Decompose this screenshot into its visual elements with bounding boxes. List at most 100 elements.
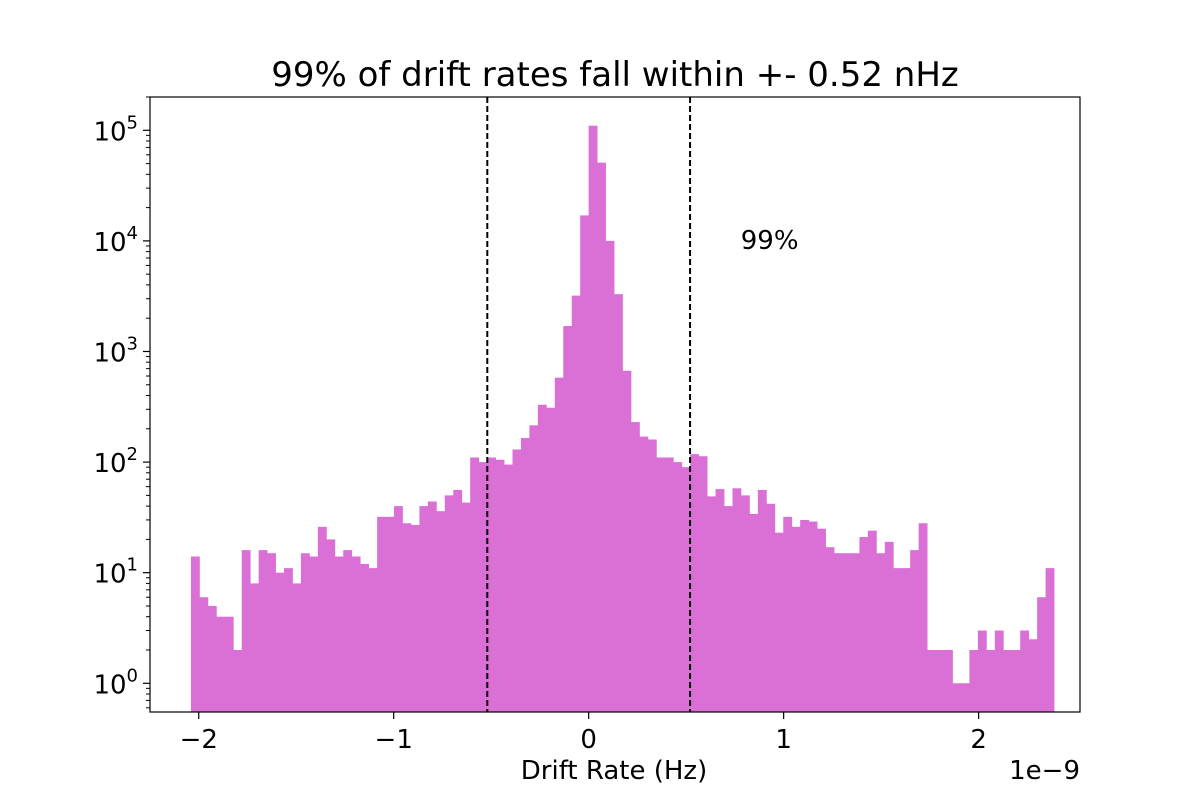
histogram-bar [1011, 649, 1021, 712]
histogram-bar [647, 439, 657, 712]
histogram-bar [867, 530, 877, 712]
histogram-bar [935, 649, 945, 712]
x-tick-label: 1 [775, 725, 792, 755]
histogram-bar [487, 457, 496, 712]
histogram-bar [317, 526, 327, 712]
histogram-bar [334, 556, 344, 712]
histogram-bar [436, 511, 446, 712]
histogram-bar [614, 294, 623, 712]
histogram-bar [664, 457, 674, 712]
histogram-bar [605, 240, 615, 713]
histogram-bar [461, 502, 471, 712]
x-tick-label: −2 [180, 725, 218, 755]
histogram-bar [216, 616, 226, 712]
histogram-bar [893, 568, 903, 712]
x-tick-label: −1 [375, 725, 413, 755]
histogram-bar [808, 521, 818, 712]
histogram-bar [910, 550, 920, 712]
histogram-bar [800, 519, 810, 712]
histogram-bar [360, 563, 370, 712]
histogram-bar [453, 489, 463, 712]
histogram-bar [520, 438, 530, 712]
y-tick-label: 101 [93, 555, 138, 590]
histogram-bar [952, 683, 962, 712]
histogram-bar [284, 568, 293, 712]
histogram-bar [927, 649, 936, 712]
histogram-bar [580, 215, 590, 713]
histogram-bar [774, 532, 784, 712]
histogram-bar [190, 556, 200, 712]
histogram-bar [224, 616, 234, 712]
histogram-bar [258, 550, 268, 712]
histogram-bar [512, 449, 522, 712]
histogram-bar [732, 488, 742, 712]
histogram-bar [292, 583, 302, 712]
histogram-bar [1003, 649, 1013, 712]
histogram-bar [944, 649, 953, 712]
histogram-bar [1037, 597, 1046, 712]
histogram-bar [681, 467, 691, 712]
histogram-bar [267, 553, 276, 712]
chart-title: 99% of drift rates fall within +- 0.52 n… [271, 55, 959, 95]
histogram-bar [622, 370, 632, 712]
histogram-bar [385, 516, 395, 712]
histogram-bar [1020, 630, 1030, 712]
histogram-bar [537, 404, 547, 712]
histogram-bar [529, 425, 539, 712]
histogram-bar [250, 583, 260, 712]
histogram-bar [707, 496, 716, 712]
histogram-bar [969, 649, 979, 712]
threshold-lines [486, 97, 692, 712]
x-axis-ticks: −2 −1 0 1 2 [180, 712, 987, 755]
histogram-bar [377, 516, 386, 712]
histogram-bar [495, 459, 505, 712]
histogram-bar [901, 568, 911, 712]
histogram-bar [884, 541, 894, 712]
histogram-bar [241, 550, 251, 712]
y-tick-label: 100 [93, 665, 138, 700]
histogram-bar [588, 125, 598, 712]
annotations: 99% [741, 226, 799, 256]
histogram-bar [740, 495, 750, 712]
histogram-bar [817, 528, 826, 712]
histogram-bar [394, 506, 403, 712]
histogram-bar [478, 462, 488, 712]
histogram-bar [326, 539, 336, 712]
histogram-bar [842, 553, 852, 712]
histogram-bar [977, 630, 987, 712]
histogram-bar [766, 503, 776, 712]
histogram-bar [724, 506, 733, 712]
histogram-bar [639, 436, 649, 712]
plot-frame [149, 96, 1081, 713]
histogram-bar [834, 553, 843, 712]
x-tick-label: 2 [970, 725, 987, 755]
histogram-bar [757, 489, 767, 712]
y-tick-label: 102 [93, 444, 138, 479]
histogram-bar [233, 649, 243, 712]
histogram-bar [656, 457, 666, 712]
histogram-bar [994, 630, 1004, 712]
y-axis-ticks: 100 101 102 103 104 105 [93, 96, 150, 709]
histogram-bar [427, 501, 437, 712]
histogram-bar [368, 568, 378, 712]
histogram-bar [343, 550, 353, 712]
histogram-bars [190, 125, 1055, 713]
histogram-bar [986, 649, 996, 712]
histogram-bar [749, 513, 759, 712]
histogram-bar [554, 377, 564, 712]
histogram-bar [859, 537, 869, 712]
annotation-text: 99% [741, 226, 799, 256]
histogram-bar [546, 407, 556, 712]
histogram-bar [791, 526, 801, 712]
histogram-bar [199, 597, 209, 712]
histogram-bar [419, 506, 429, 712]
histogram-bar [207, 605, 217, 712]
histogram-bar [630, 422, 640, 712]
histogram-bar [402, 523, 412, 712]
x-axis-offset-label: 1e−9 [1009, 756, 1080, 786]
y-tick-label: 105 [93, 112, 138, 147]
histogram-bar [597, 162, 606, 712]
histogram-bar [960, 683, 970, 712]
histogram-bar [351, 556, 361, 712]
